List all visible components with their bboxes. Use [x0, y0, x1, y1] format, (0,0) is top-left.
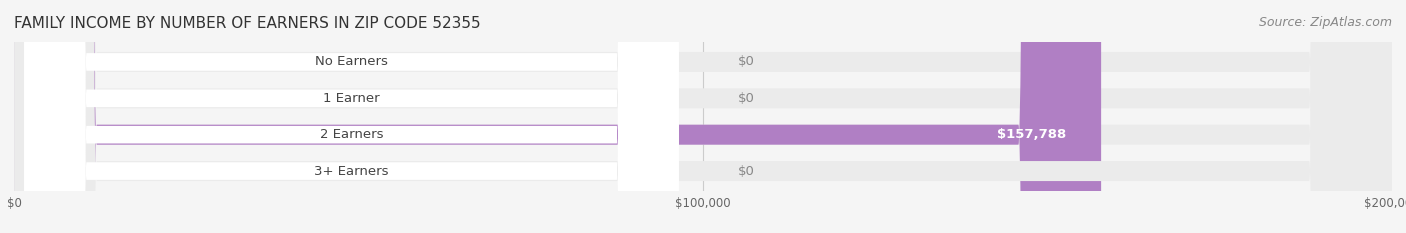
FancyBboxPatch shape [24, 0, 679, 233]
FancyBboxPatch shape [14, 0, 1392, 233]
Text: 2 Earners: 2 Earners [321, 128, 384, 141]
Text: No Earners: No Earners [315, 55, 388, 69]
Text: $0: $0 [738, 92, 755, 105]
Text: $157,788: $157,788 [997, 128, 1067, 141]
Text: 1 Earner: 1 Earner [323, 92, 380, 105]
FancyBboxPatch shape [14, 0, 1392, 233]
FancyBboxPatch shape [14, 0, 1101, 233]
FancyBboxPatch shape [14, 0, 1392, 233]
FancyBboxPatch shape [24, 0, 679, 233]
Text: $0: $0 [738, 55, 755, 69]
FancyBboxPatch shape [24, 0, 679, 233]
Text: $0: $0 [738, 164, 755, 178]
FancyBboxPatch shape [14, 0, 1392, 233]
Text: Source: ZipAtlas.com: Source: ZipAtlas.com [1258, 16, 1392, 29]
Text: 3+ Earners: 3+ Earners [315, 164, 389, 178]
FancyBboxPatch shape [24, 0, 679, 233]
Text: FAMILY INCOME BY NUMBER OF EARNERS IN ZIP CODE 52355: FAMILY INCOME BY NUMBER OF EARNERS IN ZI… [14, 16, 481, 31]
